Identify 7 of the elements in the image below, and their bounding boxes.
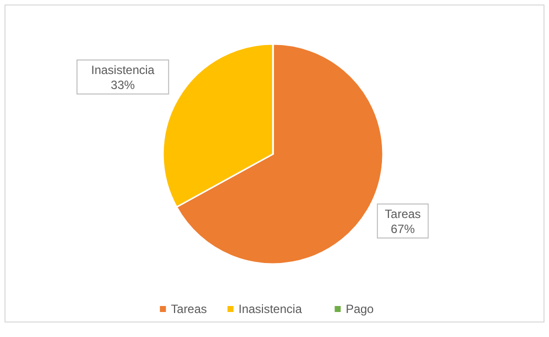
data-label: 33% [110, 78, 136, 92]
slice-label: Inasistencia [91, 62, 155, 77]
legend-label: Inasistencia [238, 302, 302, 316]
slice-label: Tareas [384, 207, 421, 222]
data-label: 67% [390, 222, 416, 236]
legend-label: Pago [346, 302, 374, 316]
legend-label: Tareas [170, 302, 207, 316]
